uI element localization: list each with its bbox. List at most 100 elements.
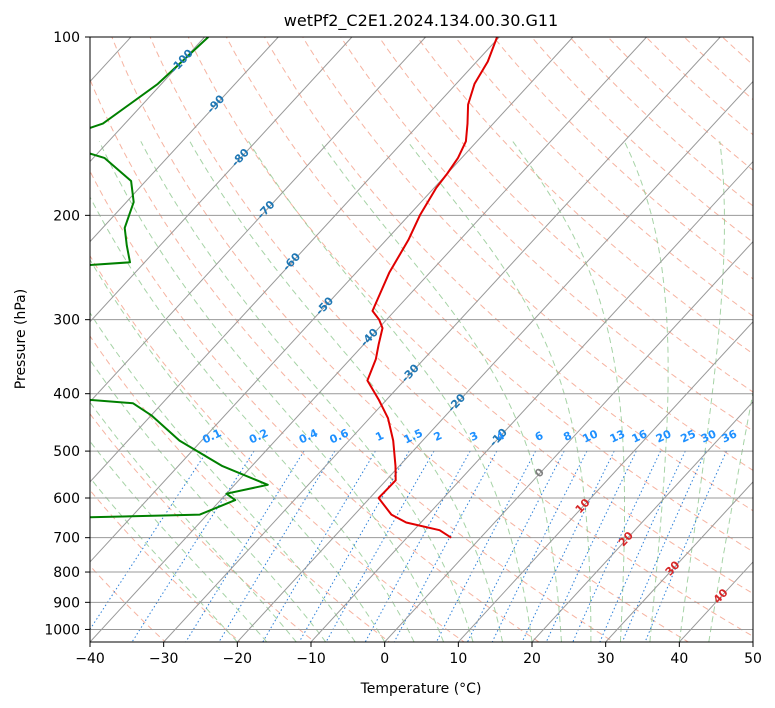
isotherm-line [163, 37, 721, 642]
isotherm-line [90, 37, 353, 323]
dry-adiabat [340, 37, 753, 432]
y-tick-label: 200 [53, 208, 80, 224]
moist-adiabat [623, 141, 669, 642]
dry-adiabat [302, 37, 753, 471]
y-tick-label: 600 [53, 491, 80, 507]
line-labels: -100-90-80-70-60-50-40-30-20-10010203040… [168, 46, 740, 606]
mixing-ratio-label: 6 [533, 429, 546, 444]
mixing-ratio-line [491, 450, 588, 642]
y-tick-label: 400 [53, 387, 80, 403]
dry-adiabat [263, 37, 753, 512]
y-tick-label: 900 [53, 595, 80, 611]
moist-adiabat [189, 141, 503, 642]
mixing-ratio-label: 0.4 [297, 426, 320, 446]
x-tick-label: 0 [380, 651, 389, 667]
background-grid [90, 24, 775, 647]
moist-adiabat [512, 141, 625, 642]
dry-adiabat [149, 37, 753, 637]
y-tick-label: 500 [53, 444, 80, 460]
dry-adiabat [645, 37, 753, 136]
isotherm-line [90, 37, 647, 642]
isotherm-line [90, 37, 205, 163]
dry-adiabat [187, 37, 753, 595]
dry-adiabat [225, 37, 753, 553]
y-tick-label: 1000 [44, 622, 80, 638]
dry-adiabat [530, 37, 753, 243]
temperature-profile [366, 37, 499, 539]
mixing-ratio-label: 0.6 [328, 426, 351, 446]
mixing-ratio-line [218, 450, 336, 642]
mixing-ratio-line [185, 450, 305, 642]
mixing-ratio-label: 0.1 [200, 426, 223, 446]
mixing-ratio-label: 0.2 [247, 426, 270, 446]
dry-adiabat [416, 37, 753, 355]
mixing-ratio-line [298, 450, 410, 642]
plot-frame [89, 36, 754, 643]
isotherm-line [236, 80, 753, 642]
isotherm-line [90, 37, 279, 243]
moist-adiabat [708, 389, 753, 642]
mixing-ratio-label: 36 [720, 427, 740, 445]
dry-adiabat [607, 37, 753, 171]
axis-ticks: −40 −30 −20 −10 0 10 20 30 40 5010020030040050060… [44, 30, 762, 667]
x-tick-label: 10 [449, 651, 467, 667]
x-tick-label: 20 [523, 651, 541, 667]
dry-adiabat [90, 78, 615, 642]
series-lines [90, 37, 499, 539]
mixing-ratio-line [364, 450, 471, 642]
mixing-ratio-label: 16 [630, 427, 650, 445]
moist-adiabat [90, 196, 415, 642]
y-tick-label: 100 [53, 30, 80, 46]
x-tick-label: 40 [670, 651, 688, 667]
isotherm-line [531, 401, 753, 642]
x-tick-label: −20 [223, 651, 253, 667]
dry-adiabat [90, 335, 391, 642]
mixing-ratio-line [393, 450, 498, 642]
isotherm-line [90, 37, 574, 563]
dry-adiabat [90, 413, 316, 642]
x-tick-label: 30 [597, 651, 615, 667]
dry-adiabat [746, 24, 775, 647]
mixing-ratio-label: 25 [679, 427, 698, 445]
x-tick-label: −40 [75, 651, 105, 667]
y-tick-label: 700 [53, 531, 80, 547]
y-axis-label: Pressure (hPa) [13, 289, 29, 389]
mixing-ratio-label: 30 [699, 427, 719, 445]
moist-adiabat [90, 359, 327, 642]
dry-adiabat [721, 37, 753, 66]
dry-adiabat [569, 37, 753, 207]
moist-adiabat [90, 440, 268, 642]
dry-adiabat [90, 489, 241, 642]
dry-adiabat [378, 37, 753, 393]
dry-adiabat [492, 37, 753, 280]
moist-adiabat [90, 477, 238, 642]
isotherm-line [90, 37, 426, 403]
isotherm-line [678, 561, 753, 642]
moist-adiabat [98, 141, 445, 642]
isotherm-line [384, 240, 753, 642]
moist-adiabat [90, 258, 386, 642]
mixing-ratio-line [131, 450, 255, 642]
mixing-ratio-label: 2 [432, 429, 444, 444]
y-tick-label: 800 [53, 565, 80, 581]
mixing-ratio-label: 20 [654, 427, 674, 445]
dry-adiabat [111, 37, 690, 642]
isotherm-line [457, 320, 753, 642]
x-tick-label: −10 [296, 651, 326, 667]
x-tick-label: −30 [149, 651, 179, 667]
dewpoint-profile [90, 37, 269, 519]
chart-title: wetPf2_C2E1.2024.134.00.30.G11 [284, 11, 558, 31]
mixing-ratio-line [521, 450, 615, 642]
mixing-ratio-line [467, 450, 565, 642]
y-tick-label: 300 [53, 313, 80, 329]
mixing-ratio-line [325, 450, 435, 642]
mixing-ratio-label: 13 [608, 427, 627, 445]
mixing-ratio-line [90, 450, 208, 631]
mixing-ratio-label: 1 [373, 429, 385, 444]
dry-adiabat [90, 170, 540, 642]
isotherm-line [310, 160, 753, 642]
dry-adiabat [454, 37, 753, 317]
mixing-ratio-label: 1.5 [402, 426, 425, 446]
isotherm-line [90, 37, 500, 483]
